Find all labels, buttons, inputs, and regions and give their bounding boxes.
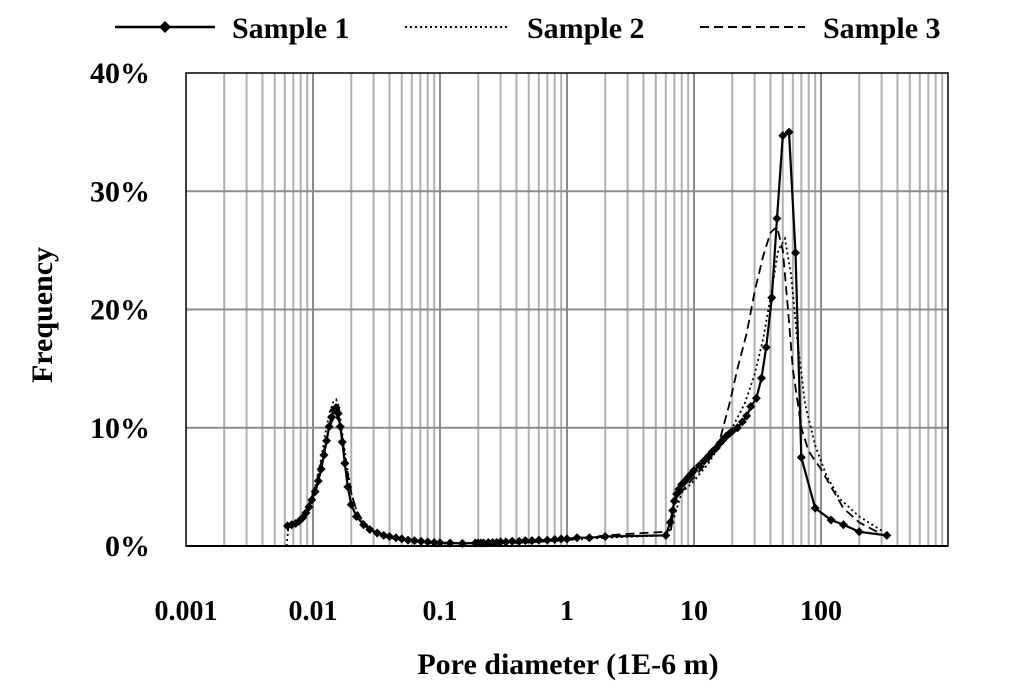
- series-point-1: [751, 393, 761, 403]
- series-point-1: [562, 534, 572, 544]
- series-point-1: [689, 465, 699, 475]
- series-point-1: [699, 456, 709, 466]
- series-point-1: [327, 412, 337, 422]
- series-point-1: [756, 373, 766, 383]
- x-tick-label: 0.001: [155, 596, 218, 627]
- series-point-1: [746, 401, 756, 411]
- y-tick-label: 40%: [90, 57, 150, 90]
- series-point-1: [384, 532, 394, 542]
- series-point-1: [767, 293, 777, 303]
- x-axis-label: Pore diameter (1E-6 m): [417, 648, 718, 681]
- x-tick-label: 10: [680, 596, 708, 627]
- y-tick-label: 10%: [90, 412, 150, 445]
- series-point-1: [319, 450, 329, 460]
- legend: Sample 1 Sample 2 Sample 3: [115, 12, 941, 45]
- legend-marker-1: [159, 21, 171, 33]
- x-tick-label: 1: [560, 596, 574, 627]
- tick-labels: 0.001 0.01 0.1 1 10 100 0% 10% 20% 30% 40%: [90, 57, 948, 627]
- series-point-1: [496, 537, 506, 547]
- series-point-1: [668, 506, 678, 516]
- series-point-1: [772, 213, 782, 223]
- grid: [186, 73, 948, 546]
- series-point-1: [826, 515, 836, 525]
- y-tick-label: 0%: [105, 530, 150, 563]
- series-point-1: [534, 535, 544, 545]
- series-point-1: [882, 530, 892, 540]
- series-point-1: [572, 533, 582, 543]
- series-point-1: [761, 342, 771, 352]
- x-tick-label: 100: [800, 596, 842, 627]
- series-point-1: [732, 423, 742, 433]
- series-line-3: [287, 225, 883, 545]
- series-point-1: [810, 503, 820, 513]
- series-point-1: [333, 409, 343, 419]
- series-point-1: [410, 536, 420, 546]
- x-tick-label: 0.01: [289, 596, 338, 627]
- series-point-1: [742, 411, 752, 421]
- series-point-1: [359, 520, 369, 530]
- y-tick-label: 20%: [90, 294, 150, 327]
- legend-label-3: Sample 3: [823, 12, 941, 45]
- series-point-1: [737, 417, 747, 427]
- series-point-1: [313, 476, 323, 486]
- y-axis-label: Frequency: [26, 247, 59, 383]
- series-point-1: [778, 131, 788, 141]
- series-point-1: [542, 535, 552, 545]
- y-tick-label: 30%: [90, 175, 150, 208]
- series-point-1: [661, 530, 671, 540]
- x-tick-label: 0.1: [423, 596, 458, 627]
- series-point-1: [435, 538, 445, 548]
- series-point-1: [854, 527, 864, 537]
- legend-label-2: Sample 2: [527, 12, 645, 45]
- series-point-1: [796, 452, 806, 462]
- series-point-1: [784, 127, 794, 137]
- series-point-1: [838, 520, 848, 530]
- series-point-1: [501, 537, 511, 547]
- series-point-1: [600, 532, 610, 542]
- legend-label-1: Sample 1: [232, 12, 350, 45]
- series-point-1: [791, 248, 801, 258]
